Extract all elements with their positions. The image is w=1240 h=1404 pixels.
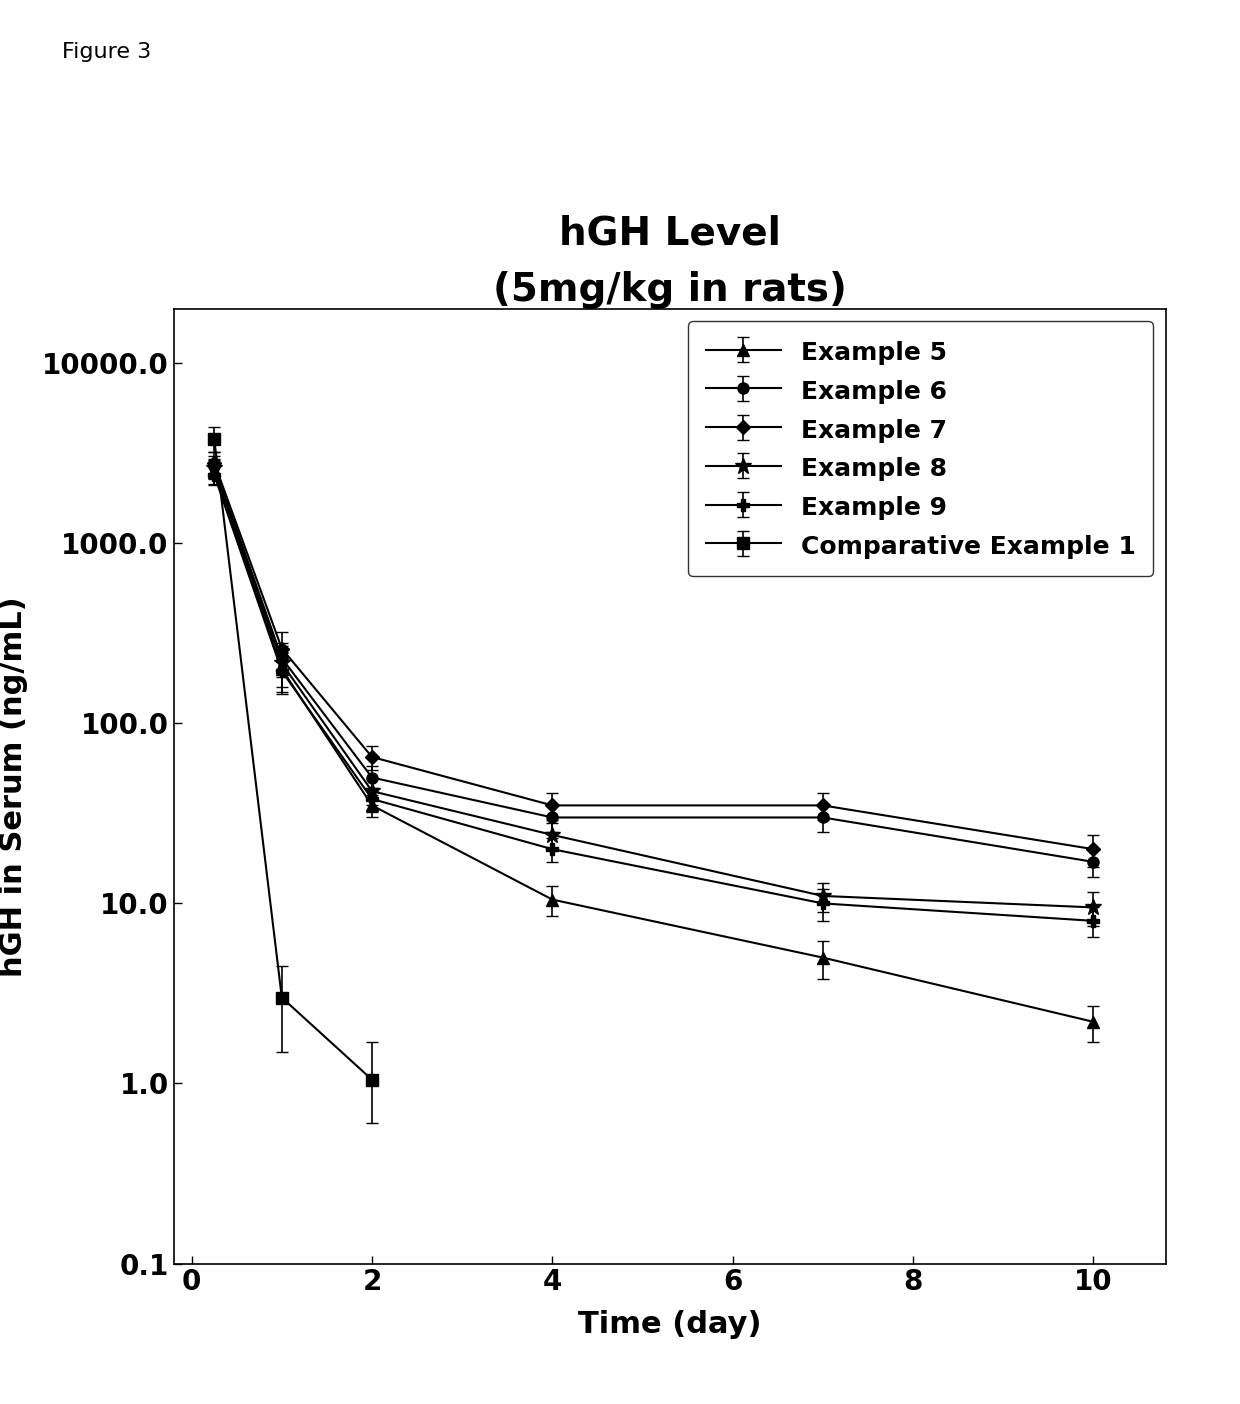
Text: (5mg/kg in rats): (5mg/kg in rats): [492, 271, 847, 309]
Legend: Example 5, Example 6, Example 7, Example 8, Example 9, Comparative Example 1: Example 5, Example 6, Example 7, Example…: [688, 322, 1153, 577]
Y-axis label: hGH in Serum (ng/mL): hGH in Serum (ng/mL): [0, 595, 29, 977]
Text: hGH Level: hGH Level: [559, 215, 780, 253]
X-axis label: Time (day): Time (day): [578, 1310, 761, 1339]
Text: Figure 3: Figure 3: [62, 42, 151, 62]
